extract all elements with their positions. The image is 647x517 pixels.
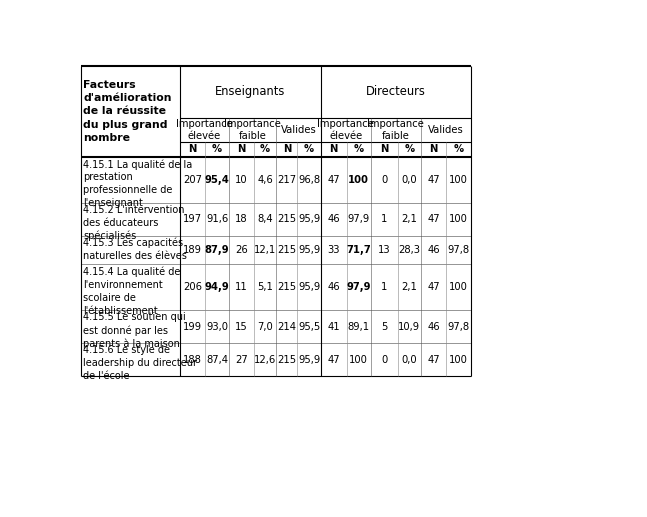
Text: 27: 27: [235, 355, 248, 364]
Text: 100: 100: [349, 355, 368, 364]
Text: 4.15.3 Les capacités
naturelles des élèves: 4.15.3 Les capacités naturelles des élèv…: [83, 238, 187, 261]
Text: 100: 100: [348, 175, 369, 185]
Text: 4.15.4 La qualité de
l'environnement
scolaire de
l'établissement: 4.15.4 La qualité de l'environnement sco…: [83, 267, 181, 315]
Text: 89,1: 89,1: [347, 322, 369, 331]
Text: Importance
faible: Importance faible: [367, 118, 424, 141]
Text: 96,8: 96,8: [298, 175, 320, 185]
Text: 93,0: 93,0: [206, 322, 228, 331]
Text: 94,9: 94,9: [204, 282, 230, 292]
Text: 4,6: 4,6: [258, 175, 273, 185]
Text: 46: 46: [327, 282, 340, 292]
Text: 215: 215: [278, 282, 296, 292]
Text: %: %: [212, 144, 222, 154]
Text: 5,1: 5,1: [258, 282, 273, 292]
Text: 47: 47: [427, 282, 440, 292]
Text: 188: 188: [183, 355, 202, 364]
Text: 1: 1: [381, 282, 388, 292]
Text: 189: 189: [183, 245, 203, 255]
Text: N: N: [380, 144, 388, 154]
Text: 100: 100: [449, 355, 468, 364]
Text: 47: 47: [327, 175, 340, 185]
Text: %: %: [454, 144, 463, 154]
Text: Facteurs
d'amélioration
de la réussite
du plus grand
nombre: Facteurs d'amélioration de la réussite d…: [83, 80, 172, 143]
Text: 95,9: 95,9: [298, 245, 320, 255]
Text: 215: 215: [278, 355, 296, 364]
Text: 197: 197: [183, 214, 203, 224]
Text: Importance
élevée: Importance élevée: [176, 118, 233, 141]
Text: 10: 10: [235, 175, 248, 185]
Text: 5: 5: [381, 322, 388, 331]
Text: 215: 215: [278, 245, 296, 255]
Text: 10,9: 10,9: [399, 322, 421, 331]
Text: 47: 47: [427, 355, 440, 364]
Text: 8,4: 8,4: [258, 214, 273, 224]
Text: 0: 0: [381, 355, 388, 364]
Text: 12,6: 12,6: [254, 355, 276, 364]
Text: 97,9: 97,9: [347, 214, 370, 224]
Text: 0,0: 0,0: [402, 355, 417, 364]
Text: 46: 46: [427, 245, 440, 255]
Text: 12,1: 12,1: [254, 245, 276, 255]
Text: 91,6: 91,6: [206, 214, 228, 224]
Text: 100: 100: [449, 175, 468, 185]
Text: 199: 199: [183, 322, 203, 331]
Text: 4.15.5 Le soutien qui
est donné par les
parents à la maison: 4.15.5 Le soutien qui est donné par les …: [83, 312, 186, 349]
Text: N: N: [429, 144, 437, 154]
Text: 206: 206: [183, 282, 203, 292]
Text: Importance
élevée: Importance élevée: [317, 118, 374, 141]
Text: 87,9: 87,9: [204, 245, 229, 255]
Text: 95,5: 95,5: [298, 322, 320, 331]
Text: N: N: [188, 144, 197, 154]
Text: 214: 214: [278, 322, 296, 331]
Text: N: N: [283, 144, 291, 154]
Text: 2,1: 2,1: [401, 214, 417, 224]
Text: Valides: Valides: [281, 125, 316, 135]
Text: 18: 18: [235, 214, 248, 224]
Text: 87,4: 87,4: [206, 355, 228, 364]
Text: 95,9: 95,9: [298, 214, 320, 224]
Text: 71,7: 71,7: [346, 245, 371, 255]
Text: Directeurs: Directeurs: [366, 85, 426, 98]
Text: 46: 46: [327, 214, 340, 224]
Text: 11: 11: [235, 282, 248, 292]
Text: %: %: [404, 144, 414, 154]
Text: 4.15.2 L'intervention
des éducateurs
spécialisés: 4.15.2 L'intervention des éducateurs spé…: [83, 205, 185, 241]
Text: 46: 46: [427, 322, 440, 331]
Text: 0,0: 0,0: [402, 175, 417, 185]
Text: 15: 15: [235, 322, 248, 331]
Text: 97,9: 97,9: [346, 282, 371, 292]
Text: 97,8: 97,8: [447, 322, 470, 331]
Text: Enseignants: Enseignants: [215, 85, 285, 98]
Text: 2,1: 2,1: [401, 282, 417, 292]
Text: Valides: Valides: [428, 125, 464, 135]
Text: 100: 100: [449, 282, 468, 292]
Text: 0: 0: [381, 175, 388, 185]
Text: 100: 100: [449, 214, 468, 224]
Text: 207: 207: [183, 175, 203, 185]
Text: %: %: [260, 144, 270, 154]
Text: 4.15.6 Le style de
leadership du directeur
de l'école: 4.15.6 Le style de leadership du directe…: [83, 345, 197, 381]
Text: 26: 26: [235, 245, 248, 255]
Text: 41: 41: [327, 322, 340, 331]
Text: 33: 33: [327, 245, 340, 255]
Text: Importance
faible: Importance faible: [224, 118, 281, 141]
Text: 4.15.1 La qualité de la
prestation
professionnelle de
l'enseignant: 4.15.1 La qualité de la prestation profe…: [83, 159, 193, 208]
Text: 217: 217: [278, 175, 296, 185]
Text: 28,3: 28,3: [399, 245, 421, 255]
Text: 13: 13: [378, 245, 391, 255]
Text: 1: 1: [381, 214, 388, 224]
Text: %: %: [354, 144, 364, 154]
Text: 47: 47: [327, 355, 340, 364]
Text: N: N: [329, 144, 338, 154]
Text: 97,8: 97,8: [447, 245, 470, 255]
Text: 215: 215: [278, 214, 296, 224]
Text: %: %: [304, 144, 314, 154]
Text: 47: 47: [427, 214, 440, 224]
Text: 95,4: 95,4: [204, 175, 230, 185]
Text: 47: 47: [427, 175, 440, 185]
Text: N: N: [237, 144, 245, 154]
Text: 7,0: 7,0: [258, 322, 273, 331]
Text: 95,9: 95,9: [298, 282, 320, 292]
Text: 95,9: 95,9: [298, 355, 320, 364]
